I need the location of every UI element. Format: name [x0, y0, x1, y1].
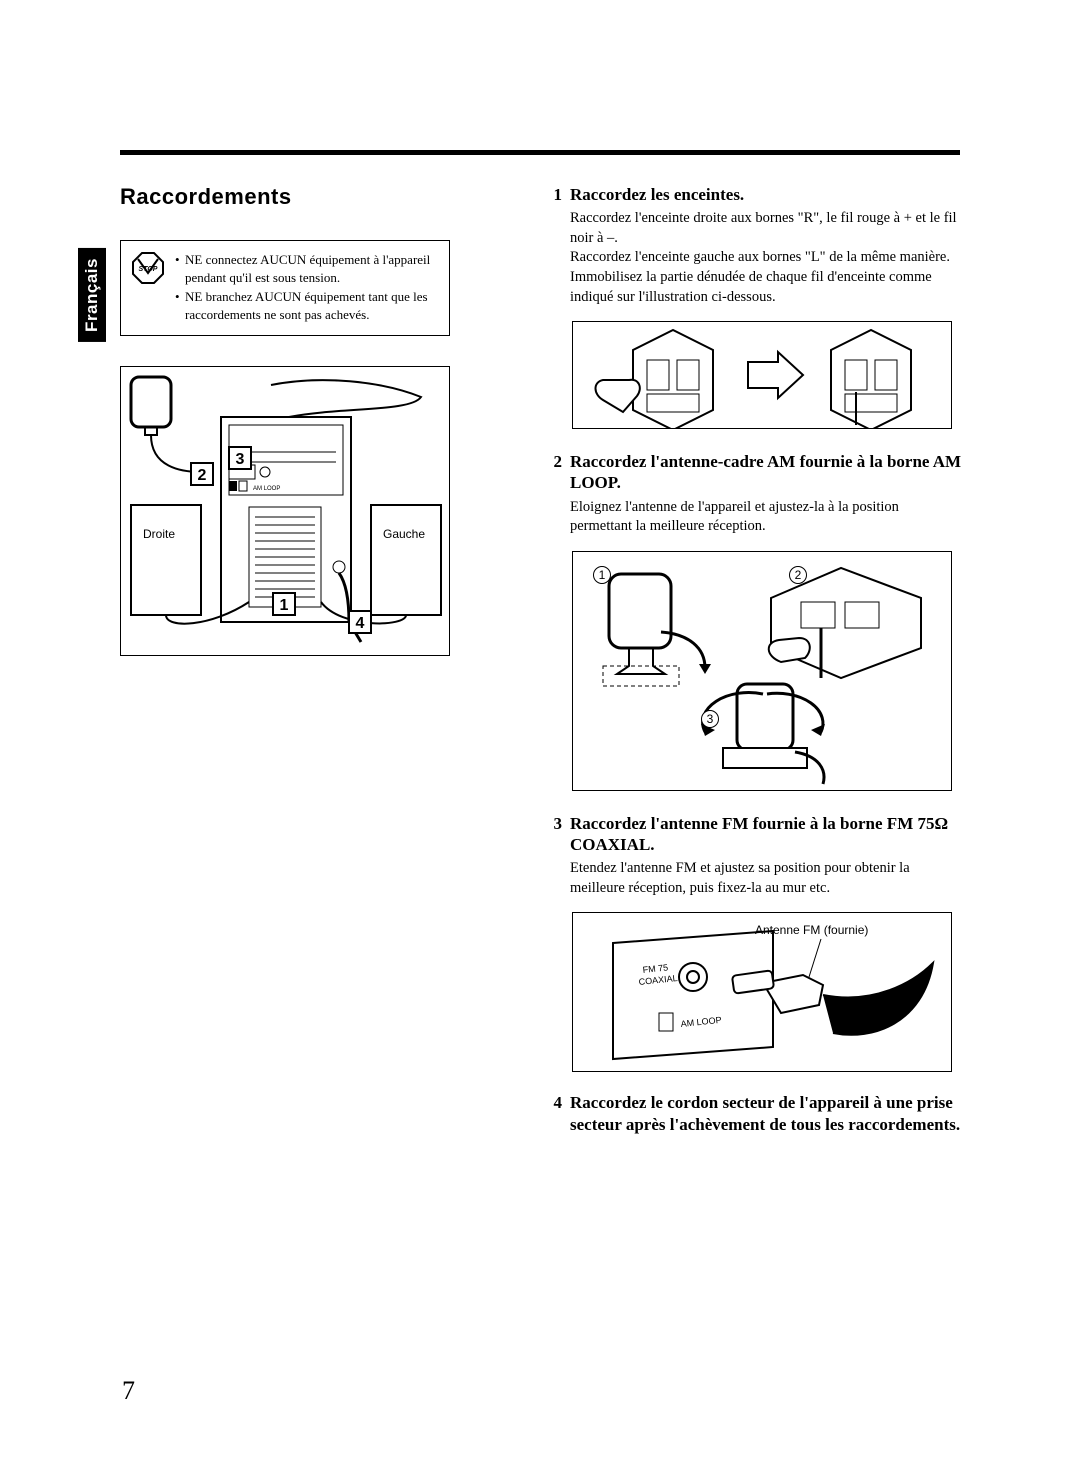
step3-fig-label: Antenne FM (fournie) [755, 923, 868, 937]
step2-callout-1: 1 [593, 566, 611, 584]
step-3: 3 Raccordez l'antenne FM fournie à la bo… [544, 813, 964, 899]
left-column: Raccordements STOP NE connectez AUCUN éq… [120, 184, 520, 656]
stop-icon: STOP [131, 251, 165, 325]
step-4: 4 Raccordez le cordon secteur de l'appar… [544, 1092, 964, 1139]
overview-right-speaker-label: Gauche [383, 527, 425, 541]
svg-text:3: 3 [236, 451, 245, 468]
overview-left-speaker-label: Droite [143, 527, 175, 541]
page-number: 7 [122, 1376, 135, 1406]
step2-figure: 1 2 3 [572, 551, 952, 791]
step-number: 3 [544, 813, 562, 899]
step3-figure: FM 75 COAXIAL AM LOOP Antenne FM (fourni… [572, 912, 952, 1072]
step-heading: Raccordez le cordon secteur de l'apparei… [570, 1092, 964, 1135]
warning-list: NE connectez AUCUN équipement à l'appare… [175, 251, 437, 325]
step-1: 1 Raccordez les enceintes. Raccordez l'e… [544, 184, 964, 307]
step-2: 2 Raccordez l'antenne-cadre AM fournie à… [544, 451, 964, 537]
step-number: 2 [544, 451, 562, 537]
section-title: Raccordements [120, 184, 520, 210]
warning-box: STOP NE connectez AUCUN équipement à l'a… [120, 240, 450, 336]
step-number: 1 [544, 184, 562, 307]
step2-callout-3: 3 [701, 710, 719, 728]
step-heading: Raccordez l'antenne-cadre AM fournie à l… [570, 451, 964, 494]
warning-item: NE connectez AUCUN équipement à l'appare… [175, 251, 437, 286]
step-heading: Raccordez l'antenne FM fournie à la born… [570, 813, 964, 856]
svg-text:1: 1 [280, 597, 289, 614]
page-top-rule [120, 150, 960, 155]
step-number: 4 [544, 1092, 562, 1139]
step2-callout-2: 2 [789, 566, 807, 584]
step-text: Eloignez l'antenne de l'appareil et ajus… [570, 498, 964, 537]
step-text: Etendez l'antenne FM et ajustez sa posit… [570, 859, 964, 898]
overview-figure: AM LOOP 2 3 1 [120, 366, 450, 656]
svg-text:2: 2 [198, 467, 207, 484]
step1-figure [572, 321, 952, 429]
svg-text:AM LOOP: AM LOOP [253, 486, 280, 492]
svg-text:STOP: STOP [139, 266, 158, 273]
step-heading: Raccordez les enceintes. [570, 184, 964, 205]
step-text: Raccordez l'enceinte droite aux bornes "… [570, 209, 964, 307]
warning-item: NE branchez AUCUN équipement tant que le… [175, 288, 437, 323]
language-tab: Français [78, 248, 106, 342]
svg-text:4: 4 [356, 615, 365, 632]
right-column: 1 Raccordez les enceintes. Raccordez l'e… [544, 184, 964, 1153]
